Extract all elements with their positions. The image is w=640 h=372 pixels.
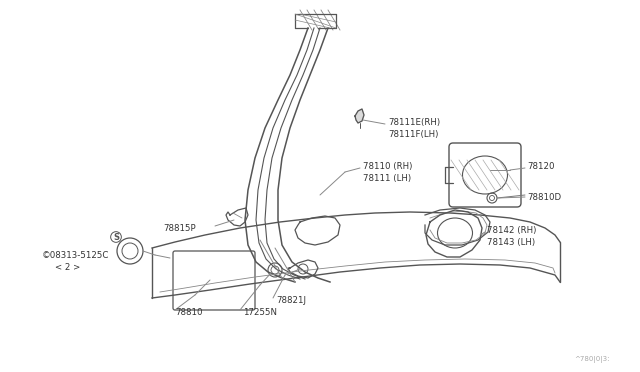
Text: 78111F(LH): 78111F(LH) — [388, 130, 438, 139]
Text: 78110 (RH): 78110 (RH) — [363, 162, 412, 171]
Text: 78815P: 78815P — [163, 224, 196, 233]
Text: 78120: 78120 — [527, 162, 554, 171]
Text: 78821J: 78821J — [276, 296, 306, 305]
Text: ^780|0|3:: ^780|0|3: — [575, 356, 610, 363]
Text: 17255N: 17255N — [243, 308, 277, 317]
Text: 78810D: 78810D — [527, 193, 561, 202]
Text: < 2 >: < 2 > — [55, 263, 80, 272]
Text: 78111 (LH): 78111 (LH) — [363, 174, 411, 183]
Text: 78142 (RH): 78142 (RH) — [487, 226, 536, 235]
Text: S: S — [113, 232, 119, 241]
Text: 78143 (LH): 78143 (LH) — [487, 238, 535, 247]
Polygon shape — [355, 109, 364, 123]
Text: ©08313-5125C: ©08313-5125C — [42, 251, 109, 260]
Text: 78810: 78810 — [175, 308, 202, 317]
Text: 78111E(RH): 78111E(RH) — [388, 118, 440, 127]
